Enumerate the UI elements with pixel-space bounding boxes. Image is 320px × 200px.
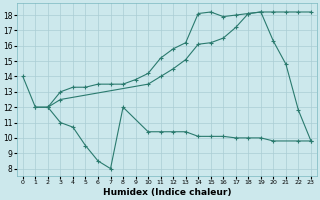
X-axis label: Humidex (Indice chaleur): Humidex (Indice chaleur) [103, 188, 231, 197]
